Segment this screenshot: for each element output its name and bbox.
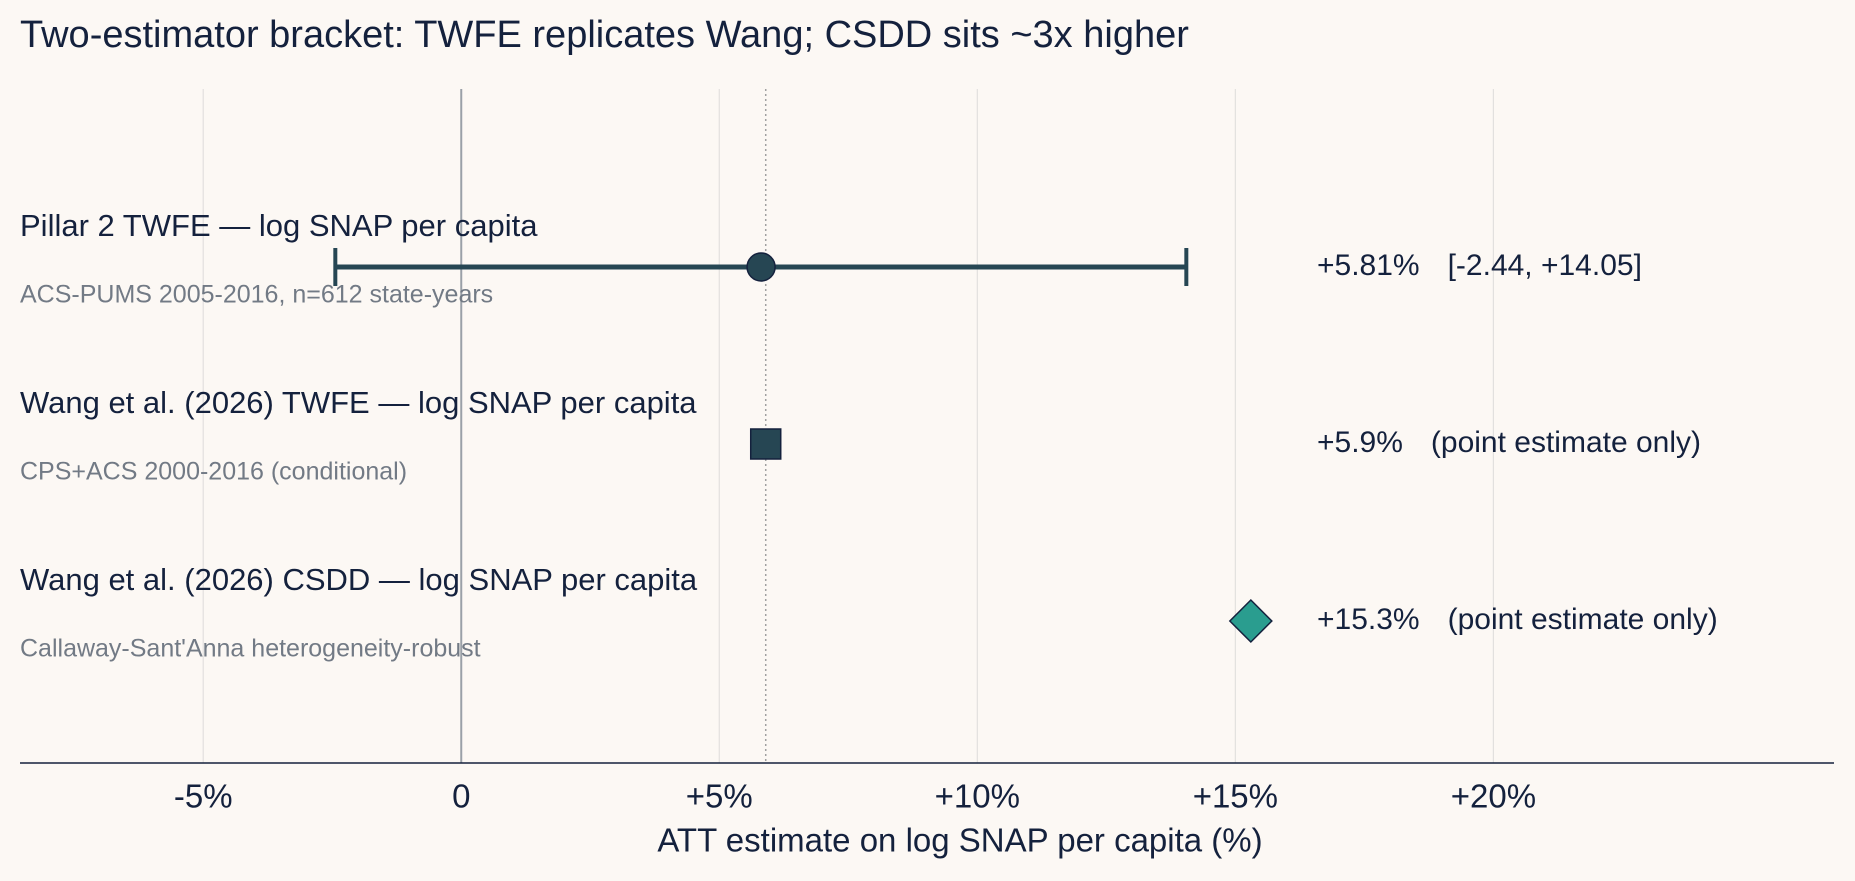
x-tick-label: +5% bbox=[686, 778, 753, 815]
chart-title: Two-estimator bracket: TWFE replicates W… bbox=[20, 14, 1189, 56]
value-label: +15.3% bbox=[1317, 603, 1420, 636]
point-marker bbox=[749, 428, 782, 460]
x-tick-label: +15% bbox=[1193, 778, 1278, 815]
x-axis-label: ATT estimate on log SNAP per capita (%) bbox=[657, 822, 1262, 859]
row-subtitle: Callaway-Sant'Anna heterogeneity-robust bbox=[20, 635, 481, 663]
row-label: Wang et al. (2026) CSDD — log SNAP per c… bbox=[20, 562, 698, 597]
x-tick-label: +20% bbox=[1451, 778, 1536, 815]
point-marker bbox=[746, 252, 776, 282]
x-tick-label: 0 bbox=[452, 778, 470, 815]
x-tick-label: -5% bbox=[174, 778, 233, 815]
point-marker bbox=[1228, 598, 1273, 644]
value-label: +5.9% bbox=[1317, 426, 1403, 459]
value-annotation: +5.9% (point estimate only) bbox=[1317, 426, 1701, 459]
value-annotation: +15.3% (point estimate only) bbox=[1317, 603, 1718, 636]
row-subtitle: CPS+ACS 2000-2016 (conditional) bbox=[20, 458, 407, 486]
interval-note: (point estimate only) bbox=[1448, 603, 1718, 636]
row-label: Wang et al. (2026) TWFE — log SNAP per c… bbox=[20, 385, 697, 420]
row-subtitle: ACS-PUMS 2005-2016, n=612 state-years bbox=[20, 281, 493, 309]
x-tick-label: +10% bbox=[935, 778, 1020, 815]
interval-note: (point estimate only) bbox=[1431, 426, 1701, 459]
row-label: Pillar 2 TWFE — log SNAP per capita bbox=[20, 208, 538, 243]
value-annotation: +5.81% [-2.44, +14.05] bbox=[1317, 249, 1642, 282]
interval-note: [-2.44, +14.05] bbox=[1448, 249, 1642, 282]
value-label: +5.81% bbox=[1317, 249, 1420, 282]
